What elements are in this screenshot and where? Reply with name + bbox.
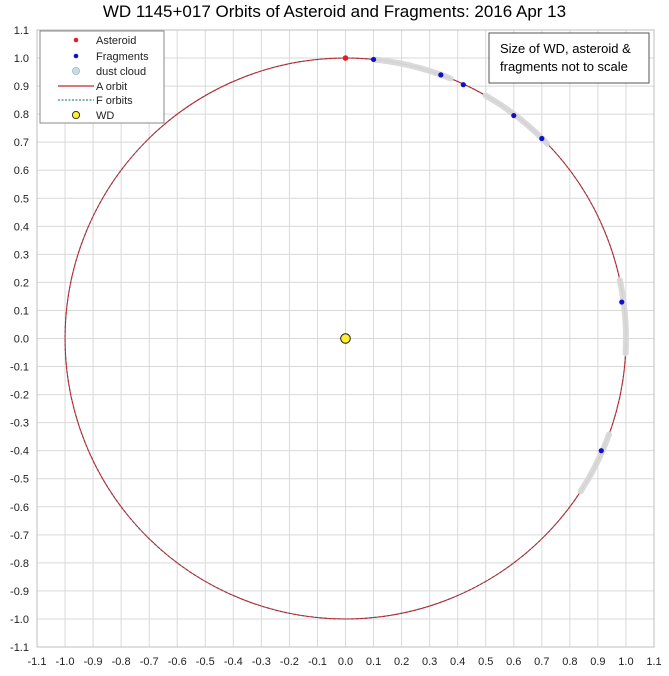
fragment-point — [539, 135, 545, 142]
x-tick-label: 0.6 — [506, 656, 521, 668]
y-tick-label: 0.7 — [14, 137, 29, 149]
legend-label: Asteroid — [96, 35, 136, 47]
y-tick-label: -0.4 — [10, 446, 29, 458]
x-tick-label: -0.1 — [308, 656, 327, 668]
x-tick-label: 0.9 — [590, 656, 605, 668]
fragment-point — [460, 82, 466, 88]
y-tick-label: 0.3 — [14, 249, 29, 261]
x-tick-label: -0.7 — [140, 656, 159, 668]
scale-note: Size of WD, asteroid & fragments not to … — [488, 32, 650, 84]
data-points — [340, 55, 625, 454]
x-tick-label: 0.5 — [478, 656, 493, 668]
fragment-point — [438, 72, 444, 78]
dust-cloud-arc — [371, 56, 454, 82]
legend-label: dust cloud — [96, 66, 146, 78]
fragment-point — [370, 56, 377, 63]
legend-label: F orbits — [96, 95, 133, 107]
x-tick-label: -0.4 — [224, 656, 243, 668]
scale-note-line-1: Size of WD, asteroid & — [500, 41, 631, 56]
dust-cloud-arc — [482, 92, 551, 147]
plot-border — [36, 29, 655, 648]
legend-symbol-dust-cloud — [72, 67, 81, 76]
y-tick-label: -0.9 — [10, 586, 29, 598]
x-tick-label: 0.3 — [422, 656, 437, 668]
x-axis-tick-labels: -1.1 -1.0 -0.9 -0.8 -0.7 -0.6 -0.5 -0.4 -0.3 -0.2… — [28, 656, 662, 668]
chart-title: WD 1145+017 Orbits of Asteroid and Fragm… — [102, 2, 567, 21]
y-tick-label: 0.5 — [14, 193, 29, 205]
x-tick-label: -0.8 — [112, 656, 131, 668]
dust-cloud-arc — [577, 431, 612, 495]
x-tick-label: -0.2 — [280, 656, 299, 668]
x-tick-label: -0.5 — [196, 656, 215, 668]
legend-symbol-fragments — [73, 53, 79, 59]
fragment-point — [619, 299, 625, 305]
y-tick-label: 1.0 — [14, 53, 29, 65]
y-tick-label: 0.9 — [14, 81, 29, 93]
x-tick-label: 0.7 — [534, 656, 549, 668]
legend-label: A orbit — [96, 81, 127, 93]
x-tick-label: -0.9 — [84, 656, 103, 668]
x-tick-label: -0.3 — [252, 656, 271, 668]
x-tick-label: 0.8 — [562, 656, 577, 668]
fragment-point — [511, 112, 517, 119]
asteroid-point — [342, 55, 349, 61]
y-tick-label: 0.1 — [14, 305, 29, 317]
wd-point — [340, 333, 351, 344]
legend-label: Fragments — [96, 51, 149, 63]
legend-symbol-wd — [71, 110, 81, 120]
y-tick-label: 0.6 — [14, 165, 29, 177]
y-tick-label: 0.4 — [14, 221, 29, 233]
y-axis-tick-labels: 1.1 1.0 0.9 0.8 0.7 0.6 0.5 0.4 0.3 0.2 0.1 0.0 -0.1… — [10, 25, 29, 654]
scale-note-line-2: fragments not to scale — [500, 59, 628, 74]
x-tick-label: 0.0 — [338, 656, 353, 668]
dust-cloud-arcs — [371, 56, 630, 495]
y-tick-label: -0.1 — [10, 362, 29, 374]
y-tick-label: 0.8 — [14, 109, 29, 121]
y-tick-label: -0.8 — [10, 558, 29, 570]
y-tick-label: -0.3 — [10, 418, 29, 430]
y-tick-label: -1.1 — [10, 642, 29, 654]
x-tick-label: 0.1 — [366, 656, 381, 668]
legend-label: WD — [96, 110, 114, 122]
x-tick-label: -1.1 — [28, 656, 47, 668]
x-tick-label: 0.2 — [394, 656, 409, 668]
scale-note-box — [488, 32, 650, 84]
y-tick-label: 0.0 — [14, 334, 29, 346]
x-tick-label: -0.6 — [168, 656, 187, 668]
y-tick-label: -0.2 — [10, 390, 29, 402]
y-tick-label: -0.6 — [10, 502, 29, 514]
x-tick-label: 1.1 — [646, 656, 661, 668]
y-tick-label: -1.0 — [10, 614, 29, 626]
x-tick-label: 0.4 — [450, 656, 465, 668]
x-tick-label: 1.0 — [618, 656, 633, 668]
legend-symbol-asteroid — [73, 37, 79, 43]
y-tick-label: -0.7 — [10, 530, 29, 542]
fragment-point — [598, 448, 604, 454]
x-tick-label: -1.0 — [56, 656, 75, 668]
y-tick-label: 1.1 — [14, 25, 29, 37]
legend-box — [39, 30, 165, 124]
y-tick-label: 0.2 — [14, 277, 29, 289]
y-tick-label: -0.5 — [10, 474, 29, 486]
legend: Asteroid Fragments dust cloud A orbit F orbi… — [39, 30, 165, 124]
dust-cloud-arc — [616, 277, 630, 357]
